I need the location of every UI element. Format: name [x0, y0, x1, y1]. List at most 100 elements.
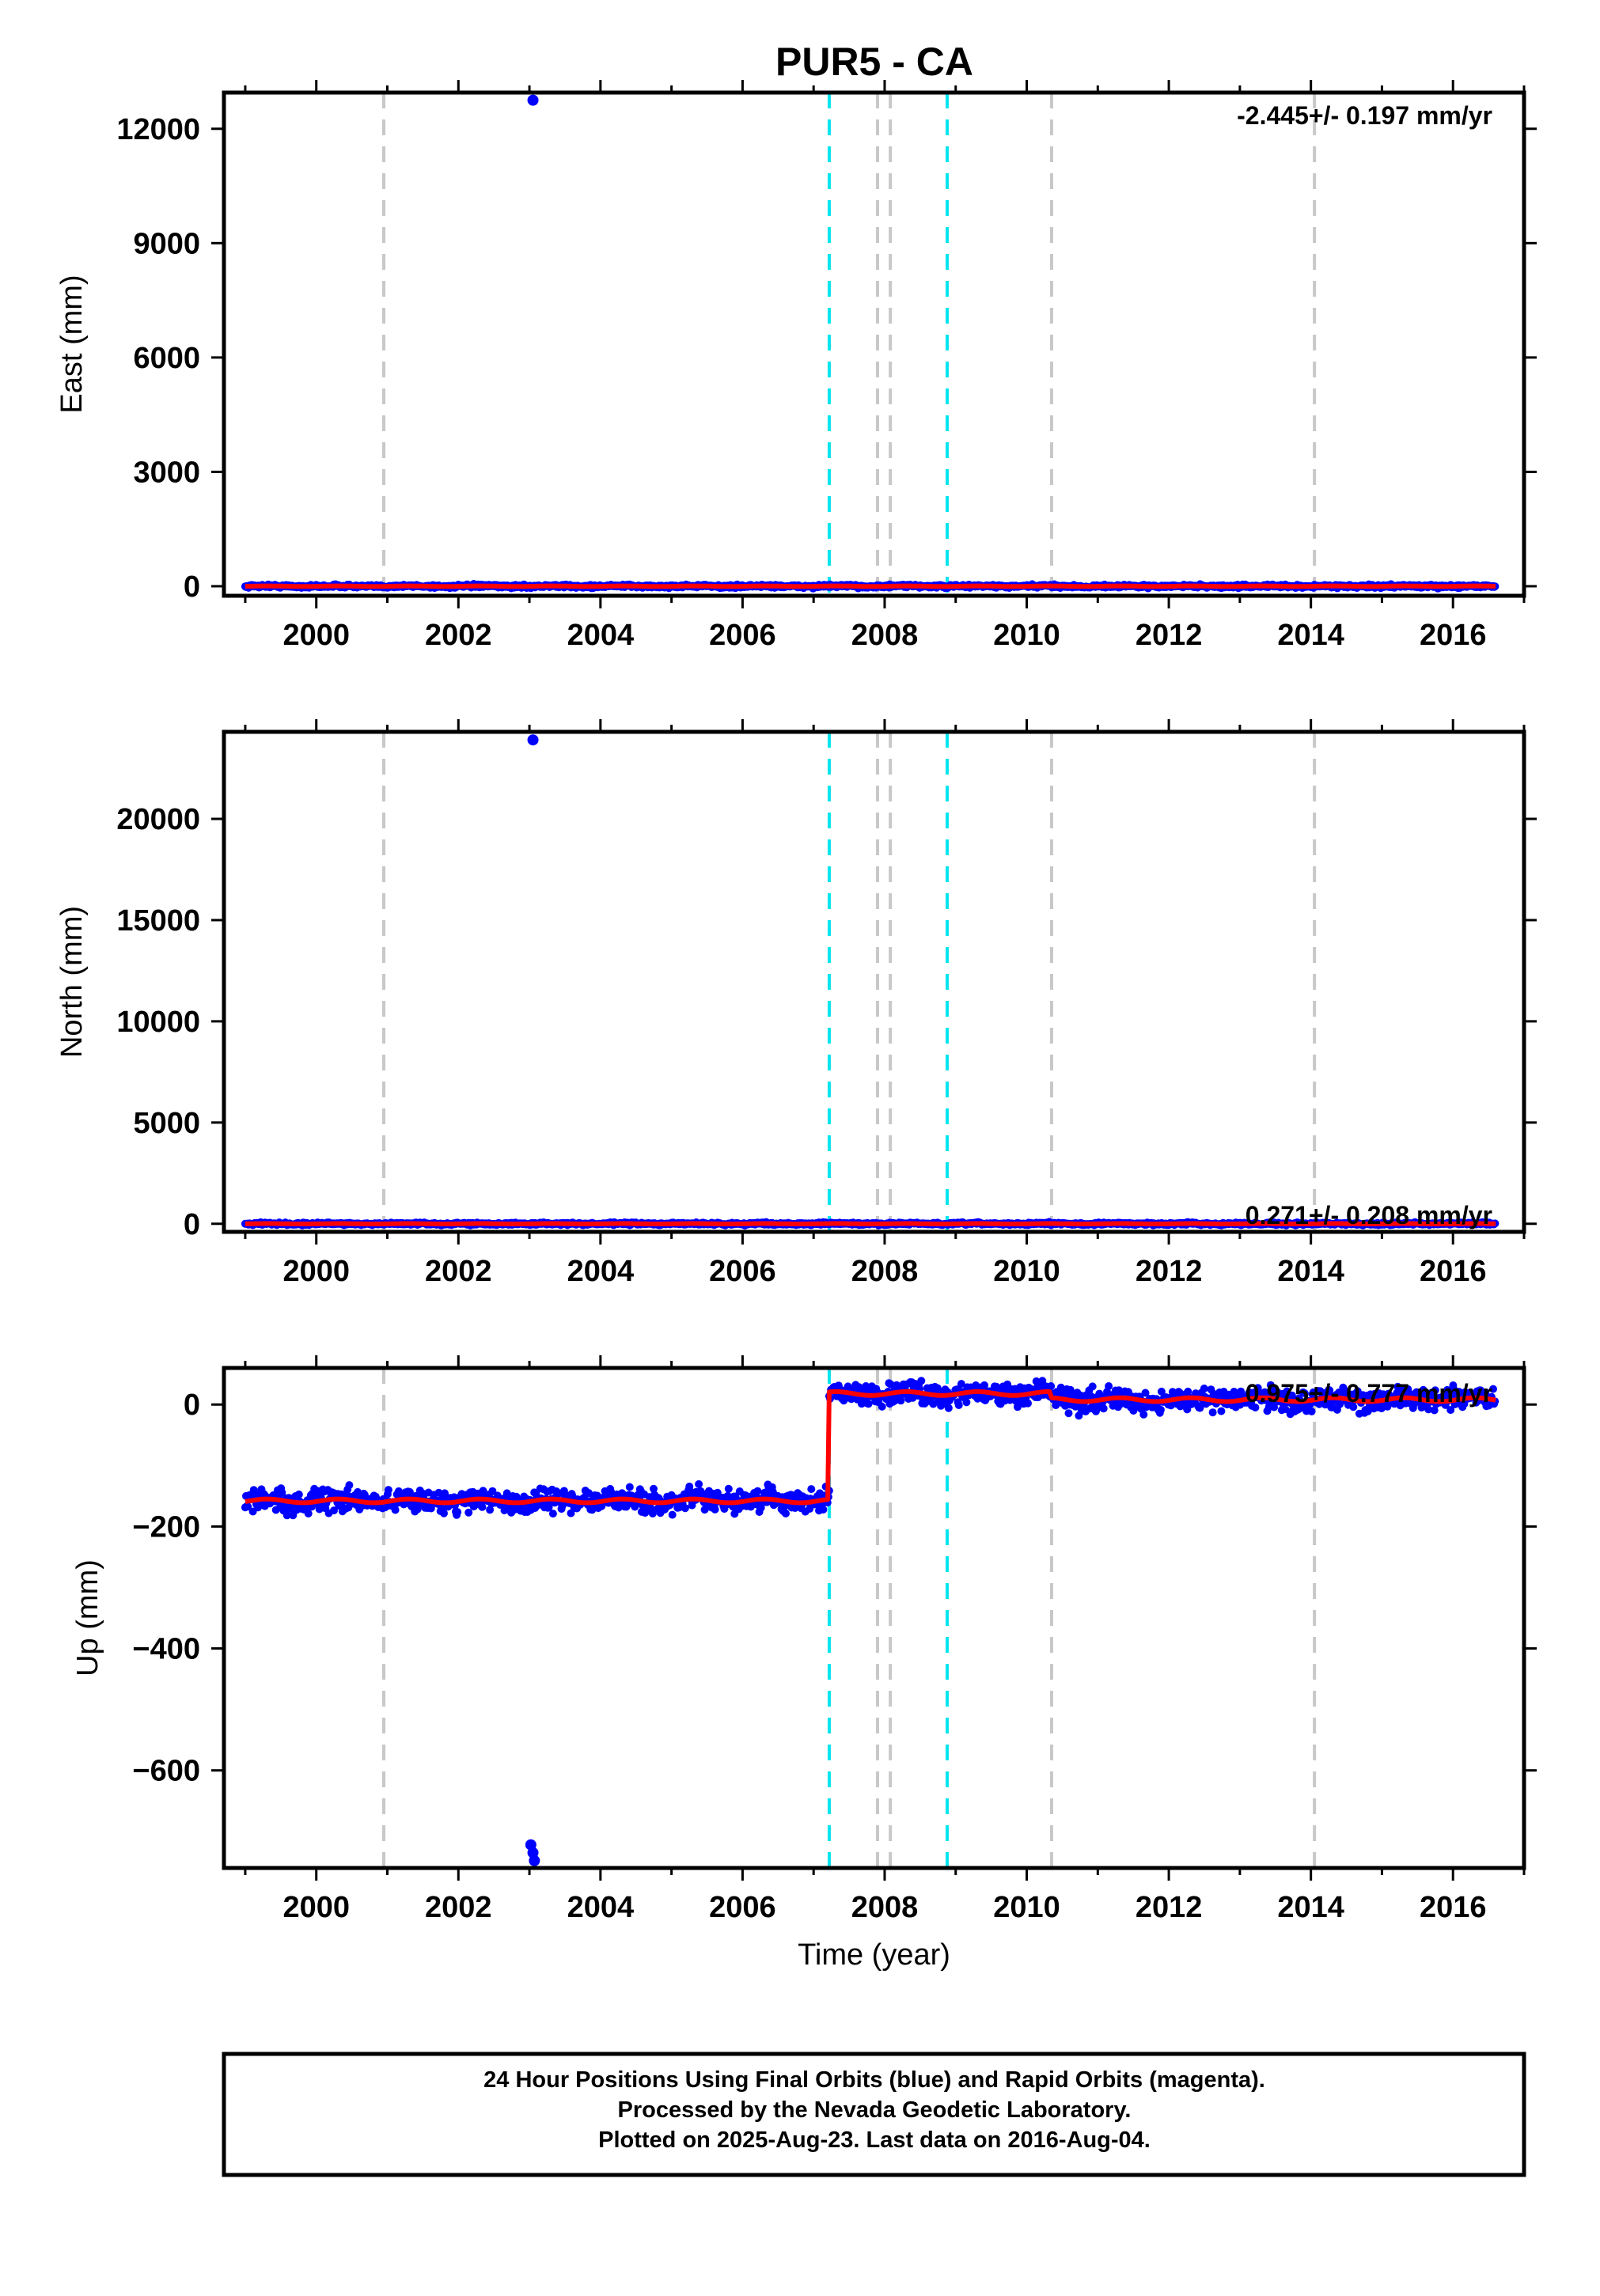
outlier-point: [527, 734, 539, 746]
y-tick-label: 0: [184, 1208, 200, 1241]
up-panel: 2000 2002 2004 2006 2008 2010 2012 2014 2016 0 −20…: [71, 1355, 1537, 1972]
data-point: [897, 1396, 905, 1405]
data-point: [294, 1490, 303, 1498]
data-point: [753, 1487, 762, 1495]
plot-frame: [222, 1366, 1526, 1870]
x-tick-label: 2014: [1277, 1891, 1344, 1924]
data-point: [304, 1510, 313, 1517]
x-tick-label: 2004: [567, 619, 635, 652]
outlier-point: [527, 94, 539, 106]
x-tick-label: 2000: [282, 619, 350, 652]
data-point: [1139, 1410, 1148, 1419]
data-point: [548, 1510, 557, 1518]
footer-box: 24 Hour Positions Using Final Orbits (bl…: [222, 2052, 1526, 2177]
footer-line-2: Processed by the Nevada Geodetic Laborat…: [618, 2097, 1132, 2123]
data-point: [807, 1485, 816, 1494]
data-point: [954, 1401, 963, 1409]
plot-frame: [222, 729, 1526, 1234]
y-tick-label: −600: [132, 1755, 200, 1788]
rate-annotation: -2.445+/- 0.197 mm/yr: [1237, 101, 1492, 130]
data-point: [724, 1484, 733, 1493]
north-panel: 2000 2002 2004 2006 2008 2010 2012 2014 2016 0 500…: [55, 719, 1537, 1288]
y-tick-label: −200: [132, 1510, 200, 1544]
y-tick-label: 9000: [133, 227, 200, 260]
y-tick-label: 3000: [133, 456, 200, 489]
data-point: [917, 1377, 926, 1385]
x-tick-label: 2008: [851, 619, 919, 652]
x-tick-label: 2012: [1136, 619, 1203, 652]
data-point: [1099, 1404, 1108, 1413]
x-tick-label: 2002: [425, 1891, 492, 1924]
data-point: [819, 1506, 828, 1514]
x-tick-label: 2016: [1420, 1891, 1487, 1924]
data-point: [681, 1504, 689, 1513]
x-tick-label: 2004: [567, 1255, 635, 1288]
data-point: [625, 1483, 634, 1491]
data-point: [1307, 1408, 1316, 1415]
data-point: [440, 1509, 448, 1517]
x-tick-label: 2010: [993, 619, 1060, 652]
data-point: [464, 1508, 473, 1517]
east-panel: 2000 2002 2004 2006 2008 2010 2012 2014 2016 0 300…: [55, 80, 1537, 652]
y-tick-label: 0: [184, 570, 200, 604]
outlier-point: [529, 1855, 540, 1866]
footer-line-3: Plotted on 2025-Aug-23. Last data on 201…: [598, 2127, 1151, 2153]
chart-title: PUR5 - CA: [775, 40, 973, 84]
model-fit-line: [245, 583, 1496, 589]
data-point: [1047, 1382, 1056, 1390]
x-tick-label: 2012: [1136, 1891, 1203, 1924]
x-tick-label: 2006: [709, 619, 776, 652]
data-point: [695, 1480, 703, 1488]
x-tick-label: 2016: [1420, 619, 1487, 652]
data-point: [711, 1505, 719, 1514]
data-point: [478, 1502, 487, 1511]
y-tick-label: 20000: [116, 803, 200, 836]
x-tick-label: 2010: [993, 1255, 1060, 1288]
x-tick-label: 2000: [282, 1255, 350, 1288]
plot-frame: [222, 90, 1526, 598]
y-tick-label: 5000: [133, 1107, 200, 1140]
x-tick-label: 2010: [993, 1891, 1060, 1924]
footer-line-1: 24 Hour Positions Using Final Orbits (bl…: [483, 2067, 1265, 2093]
y-tick-label: 15000: [116, 904, 200, 938]
data-point: [384, 1486, 392, 1495]
data-point: [1200, 1385, 1208, 1392]
y-axis-label: East (mm): [55, 275, 89, 413]
y-axis-label: Up (mm): [71, 1559, 104, 1677]
data-point: [1156, 1405, 1165, 1414]
x-tick-label: 2006: [709, 1255, 776, 1288]
data-point: [1064, 1409, 1073, 1418]
data-point: [864, 1400, 873, 1408]
data-point: [453, 1508, 462, 1517]
x-tick-label: 2002: [425, 619, 492, 652]
y-tick-label: −400: [132, 1633, 200, 1666]
data-point: [962, 1398, 971, 1407]
x-tick-label: 2014: [1277, 619, 1344, 652]
data-point: [1105, 1382, 1113, 1390]
x-tick-label: 2002: [425, 1255, 492, 1288]
y-tick-label: 10000: [116, 1006, 200, 1039]
data-point: [668, 1510, 677, 1519]
x-tick-label: 2016: [1420, 1255, 1487, 1288]
rate-annotation: 0.271+/- 0.208 mm/yr: [1245, 1201, 1492, 1229]
y-tick-label: 6000: [133, 342, 200, 375]
x-tick-label: 2006: [709, 1891, 776, 1924]
x-tick-label: 2000: [282, 1891, 350, 1924]
x-tick-label: 2008: [851, 1255, 919, 1288]
data-point: [1217, 1407, 1226, 1415]
data-point: [391, 1506, 400, 1514]
data-point: [944, 1404, 953, 1412]
x-tick-label: 2014: [1277, 1255, 1344, 1288]
y-axis-label: North (mm): [55, 906, 89, 1058]
data-point: [345, 1481, 354, 1490]
data-point: [878, 1402, 886, 1411]
rate-annotation: 0.975+/- 0.777 mm/yr: [1245, 1379, 1492, 1408]
x-tick-label: 2012: [1136, 1255, 1203, 1288]
y-tick-label: 0: [184, 1389, 200, 1422]
y-tick-label: 12000: [116, 113, 200, 146]
data-point: [782, 1510, 790, 1517]
data-point: [1088, 1382, 1097, 1391]
x-tick-label: 2008: [851, 1891, 919, 1924]
x-tick-label: 2004: [567, 1891, 635, 1924]
